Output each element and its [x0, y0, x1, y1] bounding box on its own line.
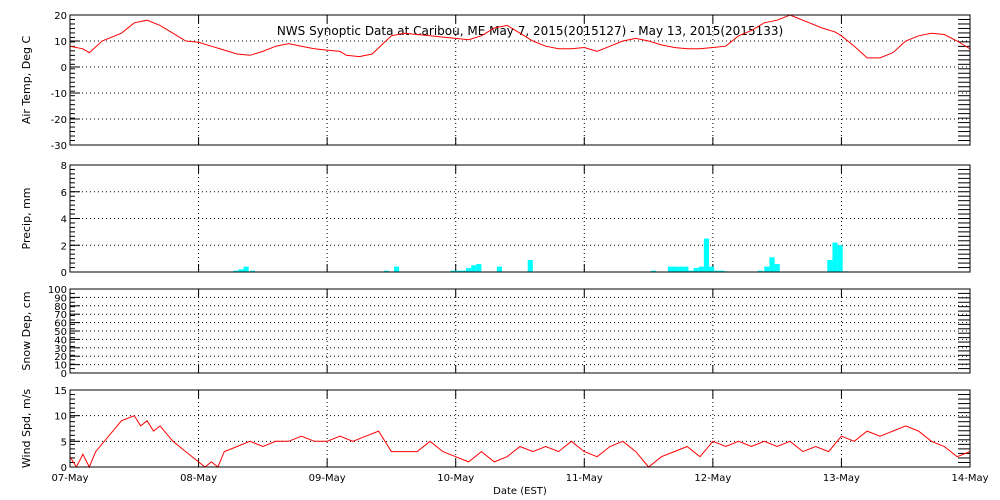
precip-bar [757, 270, 763, 272]
y-tick-label: 60 [54, 319, 67, 330]
precip-bar [688, 270, 694, 272]
x-tick-label: 11-May [566, 473, 603, 484]
y-tick-label: 50 [54, 327, 67, 338]
y-tick-label: 20 [54, 352, 67, 363]
y-tick-label: 30 [54, 344, 67, 355]
y-tick-label: 10 [54, 412, 67, 423]
y-axis-label: Air Temp, Deg C [20, 36, 33, 125]
y-tick-label: 20 [54, 11, 67, 22]
x-tick-label: 14-May [951, 473, 988, 484]
y-tick-label: 80 [54, 302, 67, 313]
y-axis-label: Precip, mm [20, 188, 33, 250]
y-tick-label: 2 [61, 241, 67, 252]
precip-bar [455, 270, 461, 272]
wind-speed-line [69, 415, 971, 469]
y-tick-label: -20 [51, 115, 67, 126]
precip-bar [678, 266, 684, 272]
precip-bar [673, 266, 679, 272]
precip-bar [238, 269, 244, 272]
precip-bar [683, 266, 689, 272]
x-tick-label: 12-May [694, 473, 731, 484]
y-tick-label: 40 [54, 335, 67, 346]
y-tick-label: 10 [54, 361, 67, 372]
precip-bar [394, 266, 400, 272]
precip-bar [651, 270, 657, 272]
precip-bar [450, 270, 456, 272]
y-axis-label: Snow Dep, cm [20, 291, 33, 370]
x-axis-label: Date (EST) [493, 486, 547, 497]
precip-bar [698, 266, 704, 272]
y-tick-label: 5 [61, 437, 67, 448]
y-tick-label: 0 [61, 463, 67, 474]
precip-bar [476, 263, 482, 272]
panel-frame [69, 164, 971, 273]
precip-bar [466, 267, 472, 272]
precip-bar [764, 266, 770, 272]
panel-frame [69, 288, 971, 374]
y-tick-label: 8 [61, 161, 67, 172]
precip-bar [832, 242, 838, 272]
y-tick-label: 100 [48, 285, 67, 296]
x-tick-label: 13-May [823, 473, 860, 484]
y-tick-label: 4 [61, 215, 67, 226]
panel-frame [69, 389, 971, 468]
precip-bar [827, 259, 833, 272]
precip-bar [243, 266, 249, 272]
precip-bar [250, 270, 256, 272]
precip-bar [693, 267, 699, 272]
y-tick-label: 70 [54, 310, 67, 321]
precip-bar [471, 265, 477, 272]
y-tick-label: 0 [61, 268, 67, 279]
chart-title: NWS Synoptic Data at Caribou, ME May 7, … [277, 24, 783, 38]
air-temp-line [69, 14, 971, 59]
precip-bar [774, 263, 780, 272]
precip-bar [383, 270, 389, 272]
x-tick-label: 07-May [51, 473, 88, 484]
precip-bar [667, 266, 673, 272]
precip-bar [714, 270, 720, 272]
precip-bar [837, 245, 843, 272]
precip-bar [769, 257, 775, 272]
y-tick-label: 15 [54, 386, 67, 397]
y-axis-label: Wind Spd, m/s [20, 389, 33, 469]
precip-bar [233, 270, 239, 272]
y-tick-label: -30 [51, 141, 67, 152]
x-tick-label: 10-May [437, 473, 474, 484]
precip-bar [527, 259, 533, 272]
y-tick-label: 90 [54, 293, 67, 304]
y-tick-label: 6 [61, 188, 67, 199]
x-tick-label: 08-May [180, 473, 217, 484]
precip-bar [703, 238, 709, 272]
y-tick-label: -10 [51, 89, 67, 100]
y-tick-label: 0 [61, 369, 67, 380]
precip-bar [496, 266, 502, 272]
precip-bar [719, 270, 725, 272]
panel-frame [69, 14, 971, 146]
y-tick-label: 0 [61, 63, 67, 74]
y-tick-label: 10 [54, 37, 67, 48]
precip-bar [709, 266, 715, 272]
precip-bar [460, 270, 466, 272]
x-tick-label: 09-May [309, 473, 346, 484]
